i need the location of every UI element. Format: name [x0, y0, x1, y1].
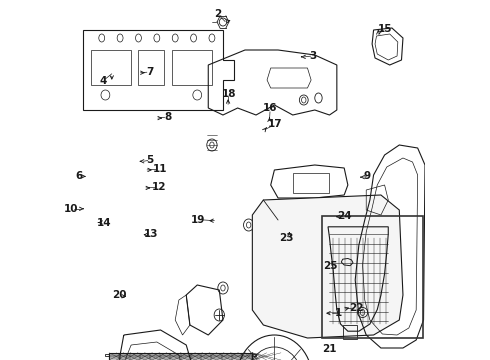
Text: 19: 19	[191, 215, 205, 225]
Text: 4: 4	[99, 76, 106, 86]
Text: 24: 24	[337, 211, 351, 221]
Text: 11: 11	[153, 164, 168, 174]
Text: 22: 22	[349, 303, 364, 313]
Text: 21: 21	[322, 344, 337, 354]
Text: 3: 3	[310, 51, 317, 61]
Text: 1: 1	[335, 308, 342, 318]
Text: 10: 10	[64, 204, 79, 214]
Text: 17: 17	[269, 119, 283, 129]
Text: 13: 13	[144, 229, 159, 239]
Text: 16: 16	[263, 103, 277, 113]
Text: 15: 15	[378, 24, 392, 34]
Text: 18: 18	[221, 89, 236, 99]
Text: 8: 8	[164, 112, 171, 122]
Text: 20: 20	[112, 290, 126, 300]
Text: 2: 2	[215, 9, 221, 19]
Text: 6: 6	[76, 171, 83, 181]
Text: 12: 12	[151, 182, 166, 192]
Polygon shape	[252, 195, 403, 338]
Text: 25: 25	[323, 261, 338, 271]
Text: 9: 9	[364, 171, 371, 181]
Text: 14: 14	[97, 218, 111, 228]
Text: 5: 5	[146, 155, 153, 165]
Text: 7: 7	[146, 67, 153, 77]
Text: 23: 23	[279, 233, 294, 243]
